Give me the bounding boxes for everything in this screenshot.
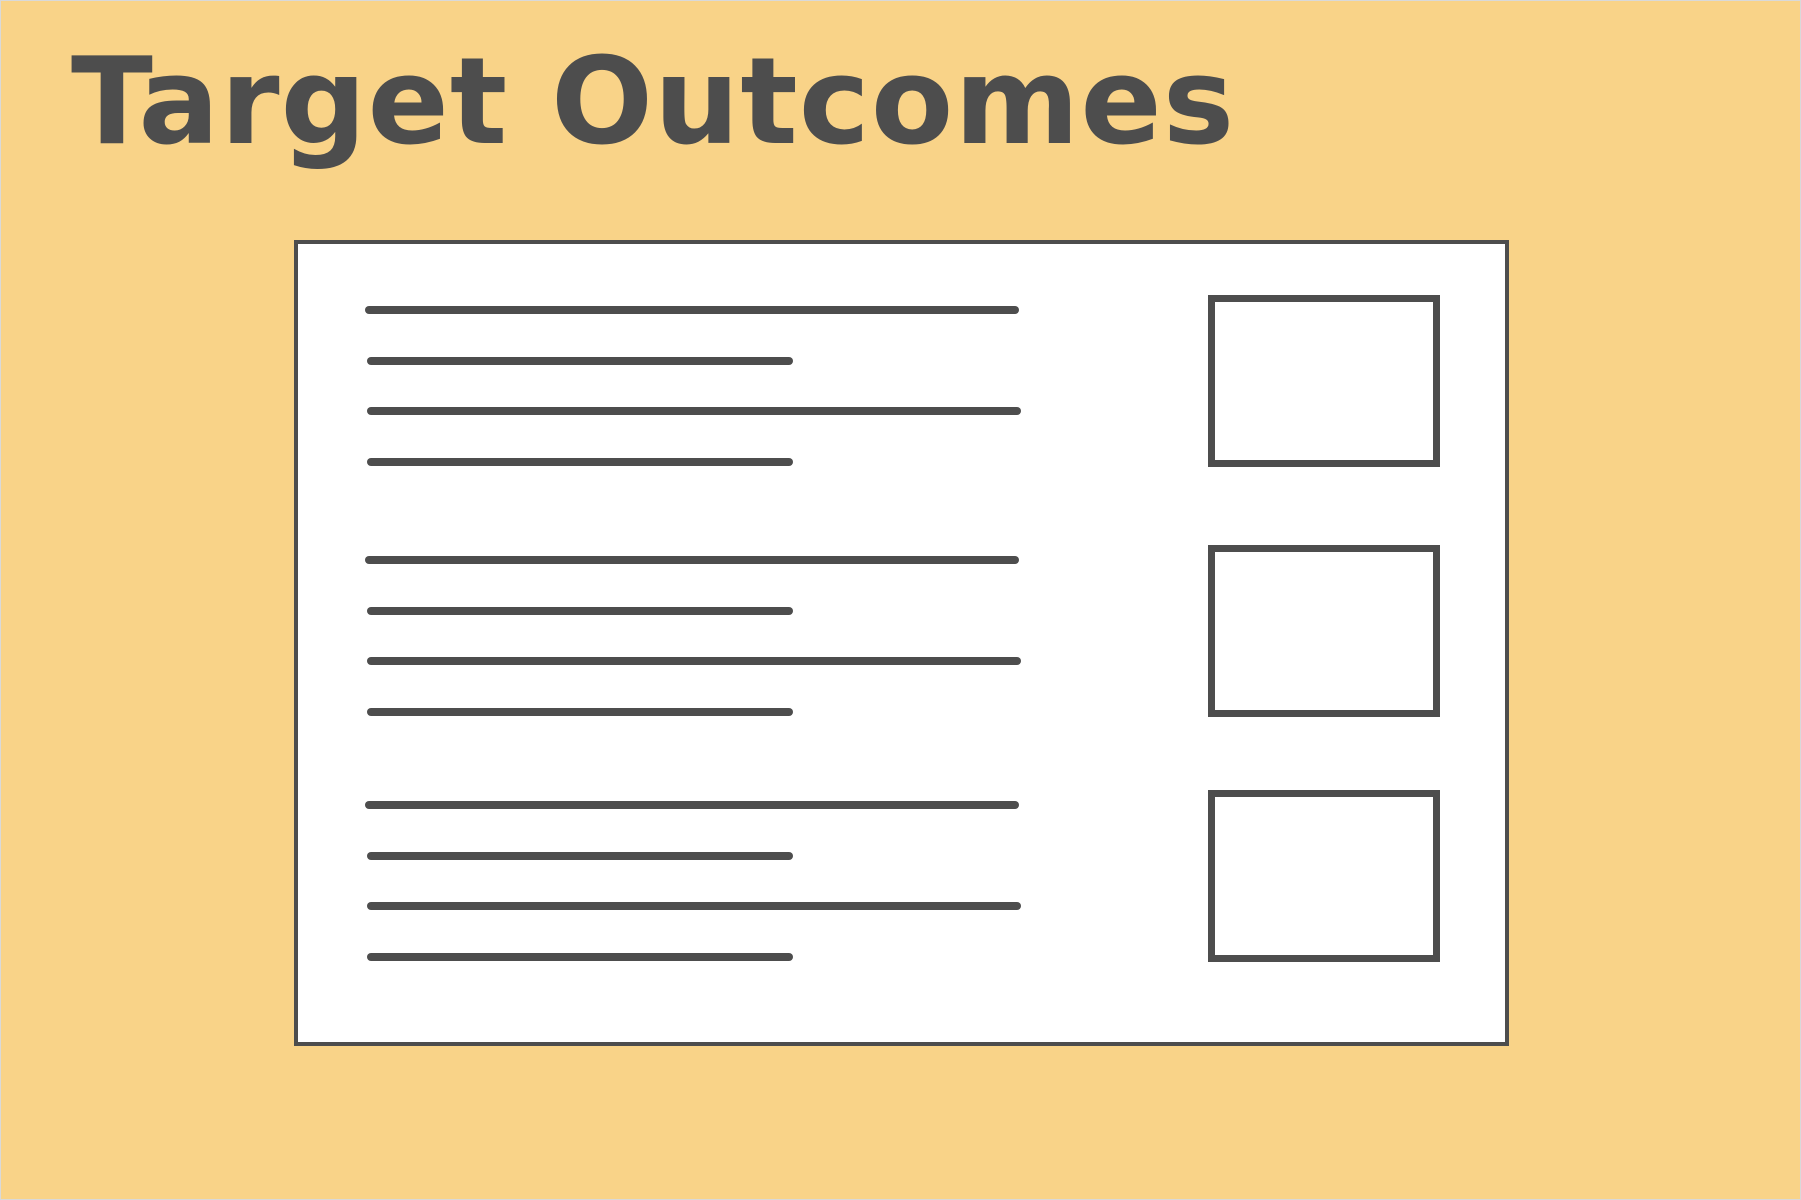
placeholder-text-line	[367, 607, 793, 615]
placeholder-text-line	[367, 953, 793, 961]
outcome-checkbox[interactable]	[1208, 545, 1440, 717]
placeholder-text-line	[365, 306, 1019, 314]
placeholder-text-line	[367, 708, 793, 716]
outcome-checkbox[interactable]	[1208, 790, 1440, 962]
outcomes-card	[294, 240, 1509, 1046]
placeholder-text-line	[365, 556, 1019, 564]
placeholder-text-line	[367, 902, 1021, 910]
outcome-row	[298, 295, 1505, 478]
page-title: Target Outcomes	[71, 33, 1236, 172]
placeholder-text-line	[367, 657, 1021, 665]
placeholder-text-line	[367, 407, 1021, 415]
outcome-row	[298, 790, 1505, 973]
outcome-checkbox[interactable]	[1208, 295, 1440, 467]
placeholder-text-line	[367, 852, 793, 860]
placeholder-text-line	[367, 458, 793, 466]
outcome-row	[298, 545, 1505, 728]
placeholder-text-line	[367, 357, 793, 365]
placeholder-text-line	[365, 801, 1019, 809]
